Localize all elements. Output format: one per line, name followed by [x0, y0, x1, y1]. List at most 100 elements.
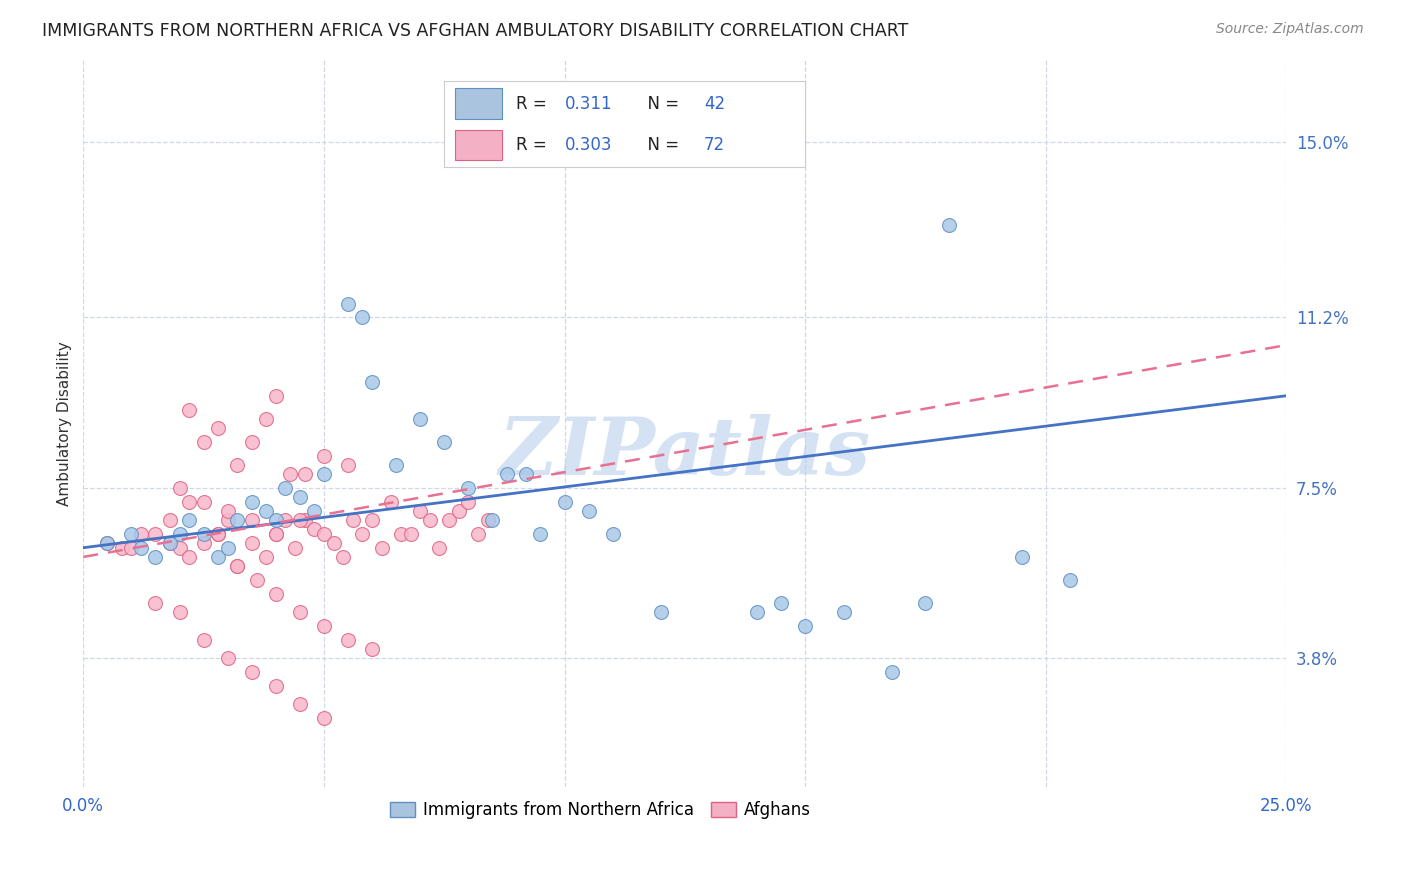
Point: [288, 490, 311, 504]
Point: [240, 494, 263, 508]
Point: [304, 504, 326, 518]
Point: [419, 513, 441, 527]
Point: [481, 513, 503, 527]
Point: [294, 513, 316, 527]
Point: [179, 513, 201, 527]
Point: [217, 541, 239, 555]
Point: [332, 549, 354, 564]
Point: [429, 541, 451, 555]
Point: [264, 679, 287, 693]
Point: [217, 513, 239, 527]
Point: [278, 467, 301, 481]
Point: [304, 522, 326, 536]
Point: [240, 434, 263, 449]
Point: [914, 596, 936, 610]
Point: [361, 375, 384, 389]
Point: [193, 494, 215, 508]
Point: [380, 494, 402, 508]
Point: [770, 596, 793, 610]
Point: [389, 527, 412, 541]
Point: [193, 632, 215, 647]
Point: [169, 605, 191, 619]
Point: [794, 619, 817, 633]
Point: [254, 549, 277, 564]
Point: [159, 536, 181, 550]
Point: [264, 527, 287, 541]
Point: [352, 310, 374, 325]
Point: [650, 605, 672, 619]
Point: [245, 573, 267, 587]
Point: [467, 527, 489, 541]
Point: [226, 458, 249, 472]
Point: [361, 513, 384, 527]
Point: [370, 541, 392, 555]
Point: [342, 513, 364, 527]
Point: [477, 513, 499, 527]
Point: [515, 467, 537, 481]
Point: [832, 605, 855, 619]
Point: [1059, 573, 1081, 587]
Point: [96, 536, 118, 550]
Point: [207, 549, 229, 564]
Point: [179, 494, 201, 508]
Point: [169, 527, 191, 541]
Point: [745, 605, 768, 619]
Point: [312, 619, 335, 633]
Point: [288, 605, 311, 619]
Point: [437, 513, 460, 527]
Point: [1011, 549, 1033, 564]
Point: [880, 665, 903, 679]
Point: [274, 481, 297, 495]
Point: [336, 296, 359, 310]
Point: [120, 527, 142, 541]
Point: [322, 536, 344, 550]
Point: [336, 632, 359, 647]
Point: [193, 536, 215, 550]
Point: [207, 527, 229, 541]
Point: [447, 504, 470, 518]
Point: [578, 504, 600, 518]
Point: [159, 513, 181, 527]
Point: [352, 527, 374, 541]
Point: [529, 527, 551, 541]
Point: [495, 467, 517, 481]
Text: Source: ZipAtlas.com: Source: ZipAtlas.com: [1216, 22, 1364, 37]
Text: IMMIGRANTS FROM NORTHERN AFRICA VS AFGHAN AMBULATORY DISABILITY CORRELATION CHAR: IMMIGRANTS FROM NORTHERN AFRICA VS AFGHA…: [42, 22, 908, 40]
Point: [554, 494, 576, 508]
Point: [226, 559, 249, 574]
Point: [145, 527, 167, 541]
Point: [240, 513, 263, 527]
Point: [226, 513, 249, 527]
Point: [129, 541, 152, 555]
Point: [169, 481, 191, 495]
Point: [284, 541, 307, 555]
Point: [226, 559, 249, 574]
Point: [288, 698, 311, 712]
Point: [385, 458, 408, 472]
Point: [264, 587, 287, 601]
Point: [145, 549, 167, 564]
Point: [409, 411, 432, 425]
Point: [179, 402, 201, 417]
Legend: Immigrants from Northern Africa, Afghans: Immigrants from Northern Africa, Afghans: [384, 795, 818, 826]
Point: [169, 541, 191, 555]
Point: [457, 494, 479, 508]
Y-axis label: Ambulatory Disability: Ambulatory Disability: [58, 341, 72, 506]
Point: [288, 513, 311, 527]
Point: [111, 541, 134, 555]
Point: [145, 596, 167, 610]
Point: [193, 527, 215, 541]
Point: [129, 527, 152, 541]
Point: [399, 527, 422, 541]
Point: [217, 651, 239, 665]
Point: [602, 527, 624, 541]
Point: [240, 665, 263, 679]
Point: [240, 536, 263, 550]
Point: [433, 434, 456, 449]
Point: [96, 536, 118, 550]
Point: [207, 527, 229, 541]
Point: [264, 513, 287, 527]
Point: [312, 467, 335, 481]
Point: [294, 467, 316, 481]
Point: [312, 527, 335, 541]
